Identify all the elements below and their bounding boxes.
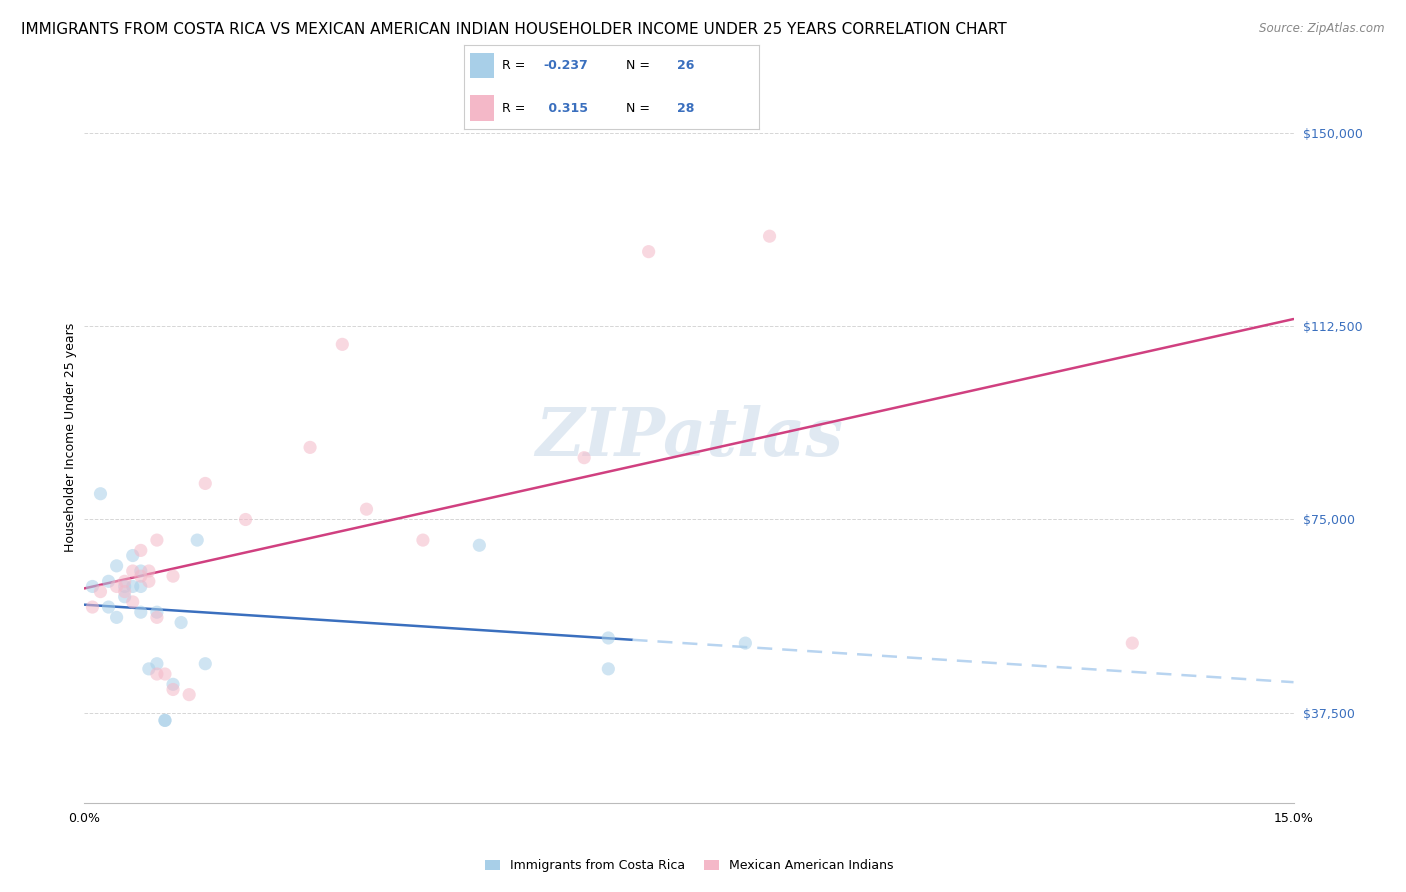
Text: N =: N = bbox=[627, 59, 651, 72]
Point bbox=[179, 688, 201, 702]
Point bbox=[162, 677, 184, 691]
Point bbox=[138, 662, 160, 676]
Point bbox=[89, 487, 111, 501]
Text: 0.315: 0.315 bbox=[544, 102, 588, 115]
Point bbox=[146, 667, 169, 681]
Point bbox=[162, 682, 184, 697]
Point bbox=[105, 579, 128, 593]
Point bbox=[129, 543, 152, 558]
Point bbox=[129, 569, 152, 583]
Point bbox=[170, 615, 193, 630]
Point bbox=[114, 579, 136, 593]
Point bbox=[105, 610, 128, 624]
Text: N =: N = bbox=[627, 102, 651, 115]
Point bbox=[734, 636, 756, 650]
Text: Source: ZipAtlas.com: Source: ZipAtlas.com bbox=[1260, 22, 1385, 36]
Text: 26: 26 bbox=[676, 59, 695, 72]
Point bbox=[121, 579, 143, 593]
Point bbox=[468, 538, 491, 552]
Point bbox=[129, 564, 152, 578]
Point bbox=[129, 579, 152, 593]
Point bbox=[598, 662, 620, 676]
Point bbox=[330, 337, 353, 351]
Point bbox=[572, 450, 595, 465]
Point bbox=[194, 657, 217, 671]
Point bbox=[121, 549, 143, 563]
Point bbox=[598, 631, 620, 645]
Text: R =: R = bbox=[502, 59, 526, 72]
Point bbox=[146, 533, 169, 547]
Point bbox=[105, 558, 128, 573]
Bar bbox=[470, 54, 494, 78]
Point bbox=[356, 502, 378, 516]
Point bbox=[97, 574, 120, 589]
Point bbox=[138, 574, 160, 589]
Legend: Immigrants from Costa Rica, Mexican American Indians: Immigrants from Costa Rica, Mexican Amer… bbox=[479, 854, 898, 877]
Point bbox=[412, 533, 434, 547]
Text: IMMIGRANTS FROM COSTA RICA VS MEXICAN AMERICAN INDIAN HOUSEHOLDER INCOME UNDER 2: IMMIGRANTS FROM COSTA RICA VS MEXICAN AM… bbox=[21, 22, 1007, 37]
Text: 28: 28 bbox=[676, 102, 695, 115]
Point bbox=[758, 229, 780, 244]
Point bbox=[114, 574, 136, 589]
Point bbox=[114, 590, 136, 604]
Point bbox=[121, 564, 143, 578]
Point bbox=[194, 476, 217, 491]
Point bbox=[114, 584, 136, 599]
Point bbox=[153, 714, 176, 728]
Text: -0.237: -0.237 bbox=[544, 59, 589, 72]
Point bbox=[82, 600, 104, 615]
Point bbox=[89, 584, 111, 599]
Point bbox=[186, 533, 208, 547]
Point bbox=[97, 600, 120, 615]
Point bbox=[637, 244, 659, 259]
Point bbox=[129, 605, 152, 619]
Point bbox=[121, 595, 143, 609]
Point bbox=[153, 714, 176, 728]
Point bbox=[146, 605, 169, 619]
Point bbox=[82, 579, 104, 593]
Point bbox=[299, 441, 322, 455]
Point bbox=[146, 610, 169, 624]
Point bbox=[153, 667, 176, 681]
Point bbox=[1121, 636, 1143, 650]
Text: R =: R = bbox=[502, 102, 526, 115]
Point bbox=[138, 564, 160, 578]
Point bbox=[162, 569, 184, 583]
Y-axis label: Householder Income Under 25 years: Householder Income Under 25 years bbox=[65, 322, 77, 552]
Text: ZIPatlas: ZIPatlas bbox=[536, 405, 842, 469]
Point bbox=[146, 657, 169, 671]
Bar bbox=[470, 95, 494, 120]
Point bbox=[235, 512, 257, 526]
